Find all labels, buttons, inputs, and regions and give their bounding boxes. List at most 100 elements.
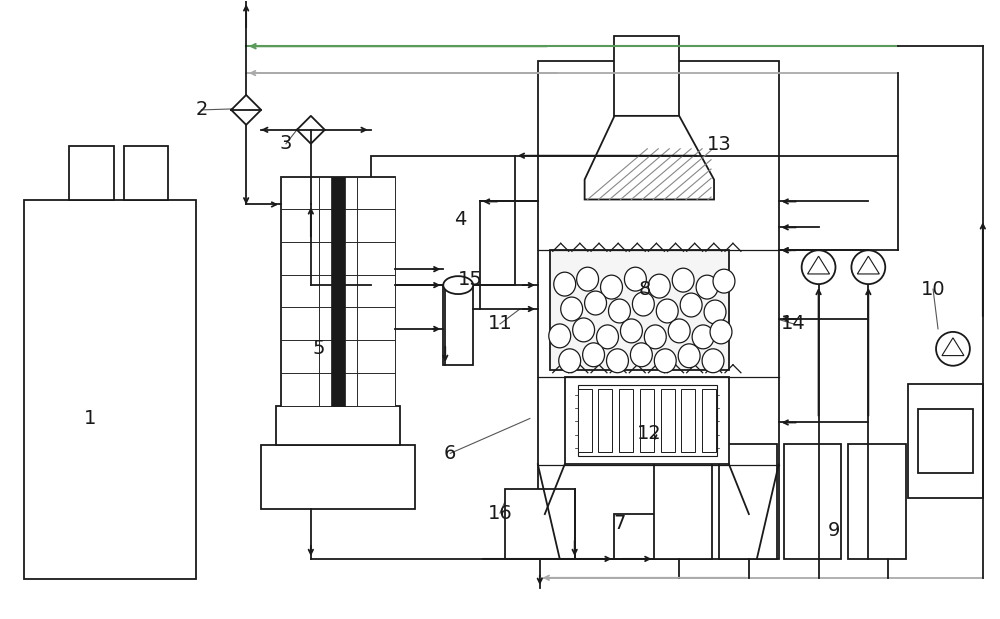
- Ellipse shape: [704, 300, 726, 324]
- Bar: [281, 275, 319, 308]
- Ellipse shape: [561, 297, 583, 321]
- Bar: [578, 389, 592, 452]
- Text: 4: 4: [454, 210, 466, 229]
- Text: 11: 11: [488, 314, 512, 334]
- Ellipse shape: [654, 349, 676, 373]
- Bar: [319, 373, 357, 405]
- Bar: [281, 340, 319, 373]
- Ellipse shape: [597, 325, 618, 349]
- Bar: [357, 242, 395, 275]
- Ellipse shape: [710, 320, 732, 344]
- Ellipse shape: [583, 343, 605, 366]
- Text: 7: 7: [613, 514, 626, 532]
- Bar: [357, 340, 395, 373]
- Ellipse shape: [620, 319, 642, 343]
- Bar: [565, 377, 729, 464]
- Bar: [281, 373, 319, 405]
- Bar: [319, 209, 357, 242]
- Bar: [69, 145, 114, 201]
- Bar: [614, 37, 679, 116]
- Ellipse shape: [585, 291, 607, 315]
- Bar: [661, 389, 675, 452]
- Ellipse shape: [607, 349, 628, 373]
- Bar: [281, 242, 319, 275]
- Bar: [357, 275, 395, 308]
- Bar: [443, 285, 473, 365]
- Polygon shape: [585, 116, 714, 199]
- Ellipse shape: [554, 272, 576, 296]
- Bar: [24, 201, 196, 579]
- Ellipse shape: [559, 349, 581, 373]
- Text: 5: 5: [313, 339, 325, 358]
- Ellipse shape: [601, 275, 622, 299]
- Bar: [614, 514, 679, 559]
- Ellipse shape: [713, 269, 735, 293]
- Text: 15: 15: [458, 270, 483, 288]
- Text: 9: 9: [827, 521, 840, 540]
- Text: 3: 3: [280, 134, 292, 154]
- Text: 6: 6: [444, 444, 456, 463]
- Ellipse shape: [644, 325, 666, 349]
- Ellipse shape: [549, 324, 571, 348]
- Bar: [598, 389, 612, 452]
- Ellipse shape: [680, 293, 702, 317]
- Ellipse shape: [702, 349, 724, 373]
- Bar: [371, 156, 515, 285]
- Bar: [908, 384, 983, 498]
- Bar: [124, 145, 168, 201]
- Bar: [719, 444, 777, 559]
- Ellipse shape: [648, 274, 670, 298]
- Bar: [538, 61, 779, 559]
- Bar: [319, 242, 357, 275]
- Ellipse shape: [573, 318, 595, 342]
- Ellipse shape: [692, 325, 714, 349]
- Bar: [640, 389, 654, 452]
- Text: 16: 16: [488, 504, 512, 522]
- Ellipse shape: [656, 299, 678, 323]
- Text: 12: 12: [637, 424, 662, 443]
- Circle shape: [802, 250, 835, 284]
- Ellipse shape: [624, 267, 646, 291]
- Bar: [357, 308, 395, 340]
- Bar: [681, 389, 695, 452]
- Ellipse shape: [609, 299, 630, 323]
- Bar: [505, 489, 575, 559]
- Bar: [319, 275, 357, 308]
- Bar: [331, 176, 345, 405]
- Bar: [276, 405, 400, 446]
- Bar: [319, 176, 357, 209]
- Bar: [357, 209, 395, 242]
- Circle shape: [851, 250, 885, 284]
- Bar: [261, 446, 415, 509]
- Bar: [654, 444, 712, 559]
- Bar: [319, 308, 357, 340]
- Bar: [848, 444, 906, 559]
- Bar: [281, 308, 319, 340]
- Ellipse shape: [696, 275, 718, 299]
- Text: 2: 2: [195, 100, 208, 119]
- Text: 14: 14: [781, 314, 806, 334]
- Text: 10: 10: [921, 280, 945, 298]
- Bar: [281, 176, 395, 405]
- Ellipse shape: [443, 276, 473, 294]
- Circle shape: [936, 332, 970, 366]
- Bar: [918, 409, 973, 474]
- Ellipse shape: [678, 344, 700, 368]
- Bar: [319, 340, 357, 373]
- Text: 8: 8: [638, 280, 651, 298]
- Bar: [550, 250, 729, 370]
- Ellipse shape: [630, 343, 652, 366]
- Bar: [357, 176, 395, 209]
- Bar: [619, 389, 633, 452]
- Ellipse shape: [632, 292, 654, 316]
- Ellipse shape: [577, 267, 599, 291]
- Ellipse shape: [672, 268, 694, 292]
- Text: 1: 1: [84, 409, 96, 428]
- Ellipse shape: [668, 319, 690, 343]
- Bar: [702, 389, 716, 452]
- Bar: [281, 209, 319, 242]
- Text: 13: 13: [707, 135, 731, 154]
- Bar: [357, 373, 395, 405]
- Bar: [578, 384, 717, 456]
- Bar: [281, 176, 319, 209]
